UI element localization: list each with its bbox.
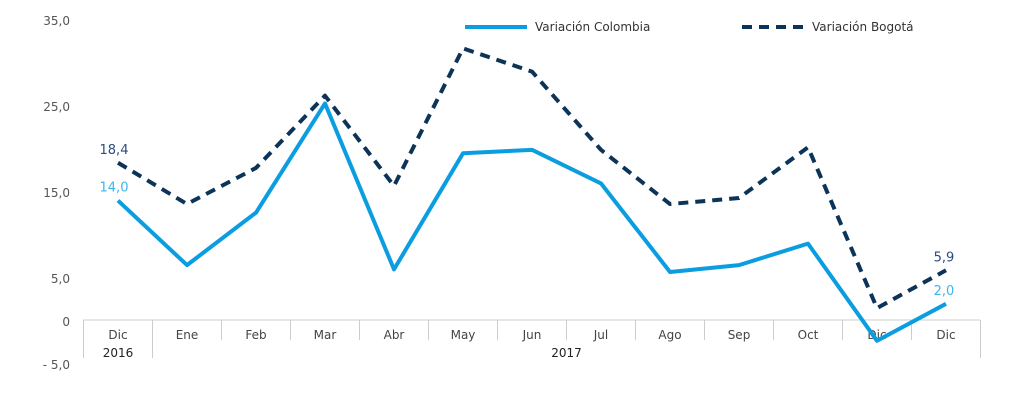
x-tick-label: Dic [108,328,127,342]
x-tick-label: Jun [522,328,542,342]
x-tick-label: Ago [658,328,681,342]
y-tick-label: 35,0 [43,14,70,28]
x-tick-label: Mar [314,328,337,342]
legend-label: Variación Colombia [535,20,650,34]
year-label: 2017 [551,346,582,360]
data-label: 2,0 [934,284,955,299]
series-line-colombia [118,103,946,340]
series-line-bogota [118,48,946,308]
x-tick-label: Ene [176,328,199,342]
x-tick-label: May [451,328,476,342]
x-tick-label: Abr [384,328,405,342]
data-label: 18,4 [100,143,129,158]
legend-label: Variación Bogotá [812,20,914,34]
y-tick-label: 0 [62,315,70,329]
x-tick-label: Feb [245,328,266,342]
data-label: 5,9 [934,250,955,265]
y-tick-label: 25,0 [43,100,70,114]
x-tick-label: Jul [593,328,608,342]
x-tick-label: Dic [936,328,955,342]
data-label: 14,0 [100,181,129,196]
y-tick-label: - 5,0 [43,358,70,372]
x-tick-label: Sep [728,328,751,342]
year-label: 2016 [103,346,134,360]
y-tick-label: 15,0 [43,186,70,200]
x-tick-label: Oct [798,328,819,342]
y-tick-label: 5,0 [51,272,70,286]
